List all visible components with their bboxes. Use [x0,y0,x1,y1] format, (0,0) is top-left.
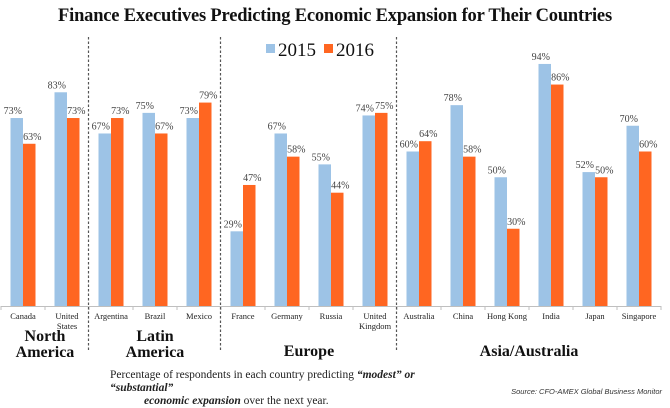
data-label-2016: 58% [463,145,481,156]
bar-2016 [595,177,608,306]
legend-label-2016: 2016 [336,40,374,61]
legend-label-2015: 2015 [278,40,316,61]
data-label-2015: 94% [532,52,550,63]
region-label: America [16,344,75,361]
category-label: Mexico [186,311,212,321]
bar-2015 [10,118,23,307]
bar-2016 [419,141,432,306]
data-label-2016: 44% [331,181,349,192]
data-label-2016: 47% [243,173,261,184]
data-label-2016: 63% [23,132,41,143]
category-label: States [57,321,77,331]
category-label: Kingdom [359,321,392,331]
data-label-2016: 64% [419,129,437,140]
bar-2016 [155,133,168,306]
data-label-2016: 67% [155,121,173,132]
footnote-line-2: economic expansion over the next year. [110,395,450,408]
bar-2015 [186,118,199,307]
data-label-2016: 73% [111,106,129,117]
category-label: India [542,311,560,321]
legend-swatch-2015 [266,44,275,53]
category-label: United [55,311,79,321]
bar-2016 [507,228,520,306]
bar-2016 [551,84,564,306]
bar-2016 [243,184,256,306]
category-label: Japan [585,311,605,321]
bar-2015 [538,63,551,307]
bar-2016 [463,156,476,306]
data-label-2016: 60% [639,140,657,151]
data-label-2016: 50% [595,165,613,176]
data-label-2015: 75% [136,101,154,112]
bar-2015 [274,133,287,306]
data-label-2015: 55% [312,152,330,163]
category-label: Russia [320,311,343,321]
bar-2015 [450,105,463,307]
data-label-2016: 73% [67,106,85,117]
data-label-2015: 70% [620,114,638,125]
source-note: Source: CFO-AMEX Global Business Monitor [511,387,662,396]
category-label: France [231,311,254,321]
category-label: Hong Kong [487,311,528,321]
footnote-line-1: Percentage of respondents in each countr… [110,369,450,395]
category-label: Canada [10,311,36,321]
data-label-2015: 52% [576,160,594,171]
bar-2016 [67,118,80,307]
data-label-2016: 75% [375,101,393,112]
data-label-2016: 86% [551,73,569,84]
chart-title: Finance Executives Predicting Economic E… [58,6,612,26]
data-label-2016: 30% [507,217,525,228]
footnote-text-2: over the next year. [240,395,329,407]
data-label-2015: 73% [4,106,22,117]
footnote-emphasis: “modest” or “substantial” [110,369,415,394]
footnote: Percentage of respondents in each countr… [110,369,450,408]
bar-2016 [375,112,388,306]
data-label-2015: 29% [224,219,242,230]
category-label: Argentina [94,311,128,321]
bar-2015 [582,172,595,306]
bar-2016 [331,192,344,306]
bar-2015 [494,177,507,306]
data-label-2015: 50% [488,165,506,176]
bar-2016 [199,102,212,306]
category-label: China [453,311,474,321]
region-label: Europe [284,343,334,360]
bar-2016 [287,156,300,306]
data-label-2015: 74% [356,103,374,114]
bar-2016 [111,118,124,307]
category-label: Australia [403,311,434,321]
bar-2015 [98,133,111,306]
bar-2016 [639,151,652,306]
data-label-2015: 78% [444,93,462,104]
category-label: Brazil [145,311,166,321]
footnote-emphasis-2: economic expansion [144,395,241,407]
data-label-2016: 79% [199,91,217,102]
data-label-2015: 60% [400,140,418,151]
bar-2015 [142,112,155,306]
category-label: United [363,311,387,321]
bar-2015 [362,115,375,306]
data-label-2015: 73% [180,106,198,117]
bar-2015 [406,151,419,306]
data-label-2016: 58% [287,145,305,156]
data-label-2015: 83% [48,80,66,91]
bar-2016 [23,143,36,306]
footnote-text: Percentage of respondents in each countr… [110,369,357,381]
bar-2015 [54,92,67,307]
region-label: Asia/Australia [480,343,579,360]
data-label-2015: 67% [92,121,110,132]
data-label-2015: 67% [268,121,286,132]
category-label: Singapore [622,311,657,321]
bar-2015 [318,164,331,306]
bar-2015 [626,125,639,306]
region-label: North [25,328,66,345]
region-label: Latin [136,328,173,345]
region-label: America [126,344,185,361]
bar-2015 [230,231,243,306]
category-label: Germany [271,311,303,321]
legend-swatch-2016 [324,44,333,53]
